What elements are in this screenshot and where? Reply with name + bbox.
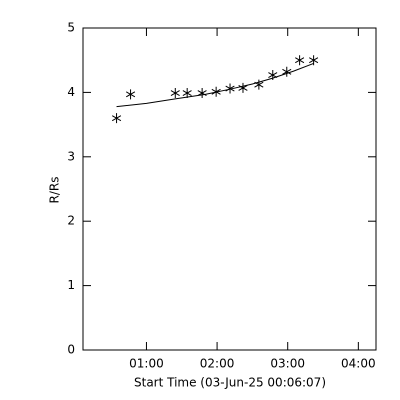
data-point <box>282 66 292 77</box>
plot-frame <box>82 27 377 351</box>
x-tick-label: 03:00 <box>270 357 305 371</box>
data-point <box>125 89 136 100</box>
x-tick-label: 04:00 <box>341 357 376 371</box>
x-tick-label: 02:00 <box>200 357 235 371</box>
y-tick-label: 2 <box>67 214 75 228</box>
y-tick-label: 3 <box>67 149 75 163</box>
y-axis-label: R/Rs <box>48 177 62 204</box>
y-tick-label: 1 <box>67 278 75 292</box>
data-point <box>111 113 122 124</box>
x-axis-label: Start Time (03-Jun-25 00:06:07) <box>134 376 326 390</box>
data-point <box>182 88 192 99</box>
x-tick-label: 01:00 <box>129 357 164 371</box>
data-point <box>295 55 305 66</box>
y-tick-label: 0 <box>67 343 75 357</box>
y-tick-label: 5 <box>67 21 75 35</box>
fit-line <box>116 62 314 108</box>
data-point <box>238 82 248 93</box>
data-point <box>170 88 180 99</box>
y-tick-label: 4 <box>67 85 75 99</box>
